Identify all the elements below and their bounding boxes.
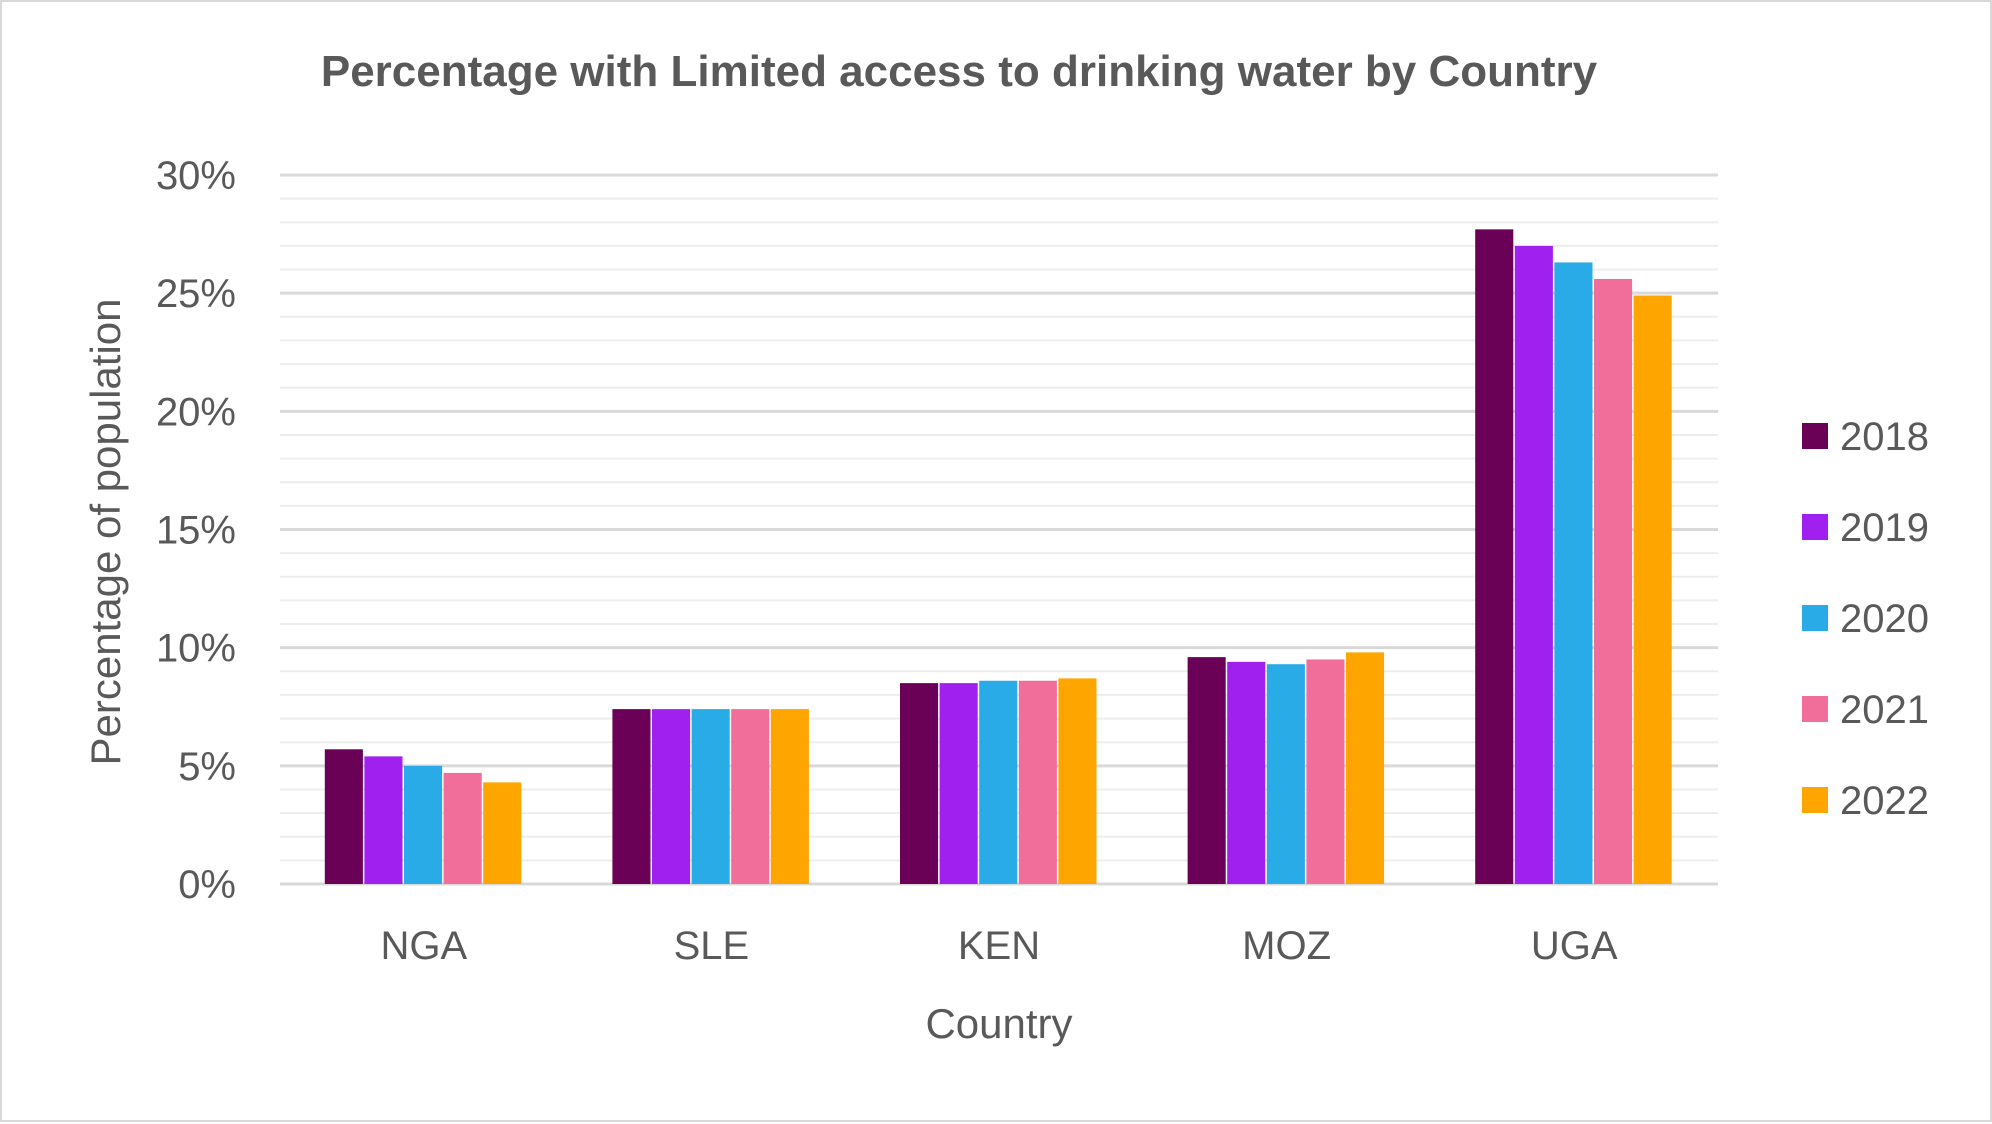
bar-MOZ-2021 <box>1306 659 1345 884</box>
legend-swatch-2018 <box>1802 423 1828 449</box>
x-tick-label: SLE <box>674 924 750 968</box>
legend-label-2020: 2020 <box>1840 597 1929 641</box>
y-tick-label: 5% <box>178 745 236 789</box>
bar-NGA-2019 <box>364 756 403 884</box>
bar-SLE-2020 <box>691 709 730 884</box>
legend-label-2019: 2019 <box>1840 506 1929 550</box>
bar-NGA-2022 <box>483 782 522 884</box>
bar-SLE-2019 <box>652 709 691 884</box>
bar-UGA-2019 <box>1514 245 1553 884</box>
legend-swatch-2021 <box>1802 696 1828 722</box>
legend-swatch-2022 <box>1802 787 1828 813</box>
y-tick-label: 30% <box>156 154 236 198</box>
bar-KEN-2021 <box>1018 680 1057 884</box>
bar-MOZ-2022 <box>1346 652 1385 884</box>
bar-KEN-2019 <box>939 683 978 884</box>
y-tick-label: 20% <box>156 390 236 434</box>
x-axis-title: Country <box>925 1000 1072 1047</box>
bar-MOZ-2018 <box>1187 657 1226 884</box>
legend: 2018 2019 2020 2021 2022 <box>1802 415 1929 823</box>
bar-UGA-2018 <box>1475 229 1514 884</box>
bars <box>324 229 1672 884</box>
bar-NGA-2021 <box>443 772 482 884</box>
bar-NGA-2018 <box>324 749 363 884</box>
y-tick-label: 0% <box>178 863 236 907</box>
bar-SLE-2022 <box>770 709 809 884</box>
bar-KEN-2020 <box>979 680 1018 884</box>
bar-UGA-2020 <box>1554 262 1593 884</box>
bar-KEN-2018 <box>900 683 939 884</box>
chart-title: Percentage with Limited access to drinki… <box>321 47 1598 96</box>
y-axis-title: Percentage of population <box>82 298 129 765</box>
y-tick-label: 10% <box>156 627 236 671</box>
bar-NGA-2020 <box>404 765 443 884</box>
y-axis-tick-labels: 0% 5% 10% 15% 20% 25% 30% <box>156 154 236 907</box>
bar-UGA-2022 <box>1633 295 1672 884</box>
bar-MOZ-2019 <box>1227 661 1266 884</box>
x-tick-label: UGA <box>1531 924 1618 968</box>
bar-KEN-2022 <box>1058 678 1097 884</box>
legend-label-2018: 2018 <box>1840 415 1929 459</box>
legend-swatch-2019 <box>1802 514 1828 540</box>
bar-SLE-2021 <box>731 709 770 884</box>
legend-label-2021: 2021 <box>1840 688 1929 732</box>
x-tick-label: NGA <box>380 924 467 968</box>
y-tick-label: 15% <box>156 509 236 553</box>
legend-label-2022: 2022 <box>1840 779 1929 823</box>
x-tick-label: MOZ <box>1242 924 1331 968</box>
bar-SLE-2018 <box>612 709 651 884</box>
x-tick-label: KEN <box>958 924 1040 968</box>
legend-swatch-2020 <box>1802 605 1828 631</box>
bar-MOZ-2020 <box>1266 664 1305 884</box>
x-axis-tick-labels: NGA SLE KEN MOZ UGA <box>380 924 1617 968</box>
y-tick-label: 25% <box>156 272 236 316</box>
bar-UGA-2021 <box>1594 278 1633 884</box>
